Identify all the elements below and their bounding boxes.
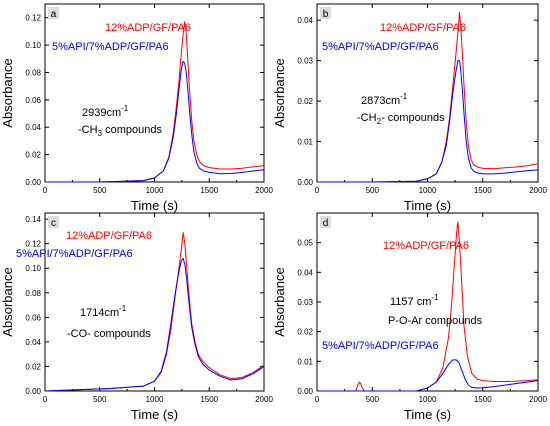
compound-annotation: -CO- compounds [67, 328, 151, 340]
x-tick-label: 1500 [474, 395, 492, 404]
x-tick-label: 0 [43, 186, 48, 195]
series-line-adp [317, 11, 539, 183]
y-tick-label: 0.10 [25, 41, 41, 50]
panel-a: 0 500 1000 1500 2000 0.00 0.02 0.04 0.06 0.08 0.10… [0, 3, 273, 213]
y-tick-label: 0.02 [25, 362, 41, 371]
y-tick-label: 0.00 [25, 387, 41, 396]
series-label-adp: 12%ADP/GF/PA6 [380, 22, 466, 34]
x-tick-label: 1500 [200, 395, 218, 404]
x-axis-title: Time (s) [404, 198, 451, 213]
panel-letter: b [323, 9, 329, 20]
y-tick-label: 0.14 [25, 215, 41, 224]
x-tick-label: 500 [366, 395, 380, 404]
compound-annotation: -CH2- compounds [357, 112, 445, 126]
x-tick-label: 0 [315, 186, 320, 195]
panel-letter-badge [320, 7, 331, 19]
panel-b: 0 500 1000 1500 2000 0.00 0.01 0.02 0.03 0.04 Time… [272, 3, 547, 213]
panel-d: 0 500 1000 1500 2000 0.00 0.01 0.02 0.03 0.04 0.05… [272, 212, 547, 422]
series-label-adp: 12%ADP/GF/PA6 [105, 22, 191, 34]
y-axis-title: Absorbance [0, 58, 15, 127]
x-tick-label: 1500 [474, 186, 492, 195]
x-tick-label: 500 [93, 395, 107, 404]
y-tick-label: 0.00 [297, 387, 313, 396]
y-tick-label: 0.04 [25, 338, 41, 347]
y-axis-title: Absorbance [272, 58, 287, 127]
x-axis-title: Time (s) [131, 407, 178, 422]
y-tick-label: 0.08 [25, 289, 41, 298]
compound-annotation: P-O-Ar compounds [388, 315, 483, 327]
panel-letter-badge [48, 216, 59, 228]
wavenumber-annotation: 1714cm-1 [80, 304, 127, 319]
x-axis-title: Time (s) [404, 407, 451, 422]
y-tick-label: 0.03 [297, 298, 313, 307]
x-tick-label: 2000 [529, 395, 547, 404]
wavenumber-annotation: 1157 cm-1 [390, 293, 439, 308]
y-tick-label: 0.01 [297, 138, 313, 147]
y-tick-label: 0.12 [25, 240, 41, 249]
panel-letter-badge [48, 7, 59, 19]
y-tick-label: 0.04 [25, 123, 41, 132]
panel-letter: d [323, 218, 329, 229]
panel-letter: a [51, 9, 57, 20]
series-line-api-adp [317, 359, 539, 392]
series-line-adp [317, 221, 539, 392]
y-tick-label: 0.04 [297, 16, 313, 25]
series-label-adp: 12%ADP/GF/PA6 [66, 230, 152, 242]
y-tick-label: 0.02 [297, 97, 313, 106]
compound-annotation: -CH3 compounds [78, 124, 162, 138]
series-label-api-adp: 5%API/7%ADP/GF/PA6 [322, 41, 439, 53]
x-tick-label: 2000 [255, 186, 273, 195]
y-tick-label: 0.01 [297, 357, 313, 366]
y-tick-label: 0.02 [25, 151, 41, 160]
x-tick-label: 1000 [419, 395, 437, 404]
wavenumber-annotation: 2939cm-1 [82, 104, 129, 119]
series-label-adp: 12%ADP/GF/PA6 [383, 240, 469, 252]
x-tick-label: 2000 [529, 186, 547, 195]
series-line-api-adp [45, 61, 265, 183]
y-tick-label: 0.05 [297, 239, 313, 248]
x-axis-title: Time (s) [131, 198, 178, 213]
x-tick-label: 500 [366, 186, 380, 195]
y-axis-title: Absorbance [272, 267, 287, 336]
y-tick-label: 0.00 [297, 178, 313, 187]
x-tick-label: 500 [93, 186, 107, 195]
x-tick-label: 1000 [146, 395, 164, 404]
y-tick-label: 0.04 [297, 268, 313, 277]
x-tick-label: 1000 [146, 186, 164, 195]
x-tick-label: 0 [315, 395, 320, 404]
series-label-api-adp: 5%API/7%ADP/GF/PA6 [52, 41, 169, 53]
panel-letter: c [51, 218, 56, 229]
y-axis-title: Absorbance [0, 267, 15, 336]
panel-letter-badge [320, 216, 331, 228]
series-line-api-adp [44, 257, 265, 392]
x-tick-label: 0 [43, 395, 48, 404]
x-tick-label: 1000 [419, 186, 437, 195]
y-tick-label: 0.03 [297, 57, 313, 66]
series-line-api-adp [317, 60, 539, 183]
series-label-api-adp: 5%API/7%ADP/GF/PA6 [322, 340, 439, 352]
y-tick-label: 0.06 [25, 313, 41, 322]
y-tick-label: 0.08 [25, 68, 41, 77]
series-label-api-adp: 5%API/7%ADP/GF/PA6 [16, 248, 133, 260]
y-tick-label: 0.06 [25, 96, 41, 105]
y-tick-label: 0.12 [25, 14, 41, 23]
y-tick-label: 0.02 [297, 328, 313, 337]
x-tick-label: 2000 [255, 395, 273, 404]
wavenumber-annotation: 2873cm-1 [361, 92, 408, 107]
y-tick-label: 0.00 [25, 178, 41, 187]
panel-c: 0 500 1000 1500 2000 0.00 0.02 0.04 0.06 0.08 0.10… [0, 212, 273, 422]
x-tick-label: 1500 [200, 186, 218, 195]
y-tick-label: 0.10 [25, 264, 41, 273]
